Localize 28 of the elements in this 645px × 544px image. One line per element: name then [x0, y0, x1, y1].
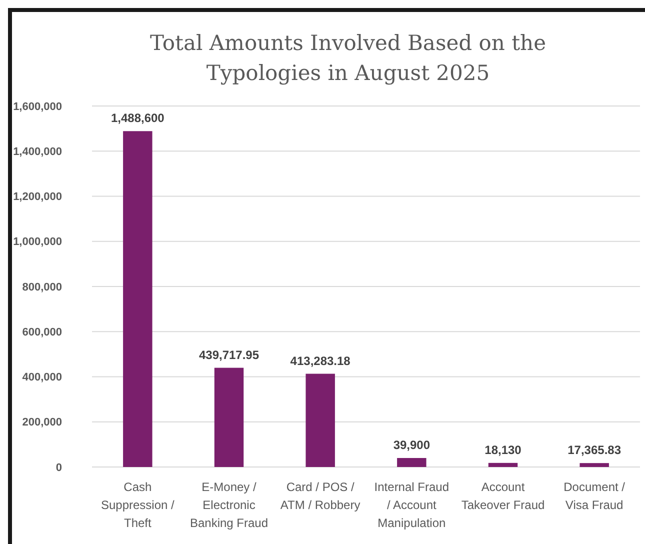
bar — [397, 458, 426, 467]
y-tick-label: 800,000 — [22, 281, 62, 294]
y-tick-label: 1,000,000 — [13, 236, 62, 248]
x-tick-label: Cash Suppression / Theft — [100, 480, 176, 530]
y-tick-label: 1,600,000 — [13, 100, 62, 113]
data-label: 439,717.95 — [198, 348, 260, 362]
data-label: 17,365.83 — [568, 443, 622, 458]
x-tick-label: Document / Visa Fraud — [564, 480, 626, 512]
y-tick-label: 0 — [56, 462, 62, 474]
data-label: 39,900 — [393, 438, 430, 452]
x-tick-label: Account Takeover Fraud — [461, 480, 545, 512]
bar — [123, 131, 152, 467]
bar — [488, 462, 518, 467]
chart-title: Total Amounts Involved Based on the Typologies in August 2025 — [150, 31, 546, 85]
x-tick-label: E-Money / Electronic Banking Fraud — [190, 480, 268, 530]
data-label: 18,130 — [484, 442, 522, 457]
y-tick-label: 600,000 — [22, 326, 62, 338]
y-tick-label: 400,000 — [22, 372, 62, 384]
y-tick-label: 1,400,000 — [13, 146, 62, 158]
data-label: 1,488,600 — [110, 111, 165, 126]
x-tick-label: Card / POS / ATM / Robbery — [280, 480, 360, 512]
bar — [214, 368, 244, 467]
bar — [306, 374, 335, 467]
data-label: 413,283.18 — [290, 354, 351, 368]
y-tick-label: 200,000 — [22, 416, 62, 429]
y-tick-label: 1,200,000 — [13, 191, 62, 204]
bar — [580, 463, 609, 467]
x-tick-label: Internal Fraud / Account Manipulation — [374, 480, 450, 530]
